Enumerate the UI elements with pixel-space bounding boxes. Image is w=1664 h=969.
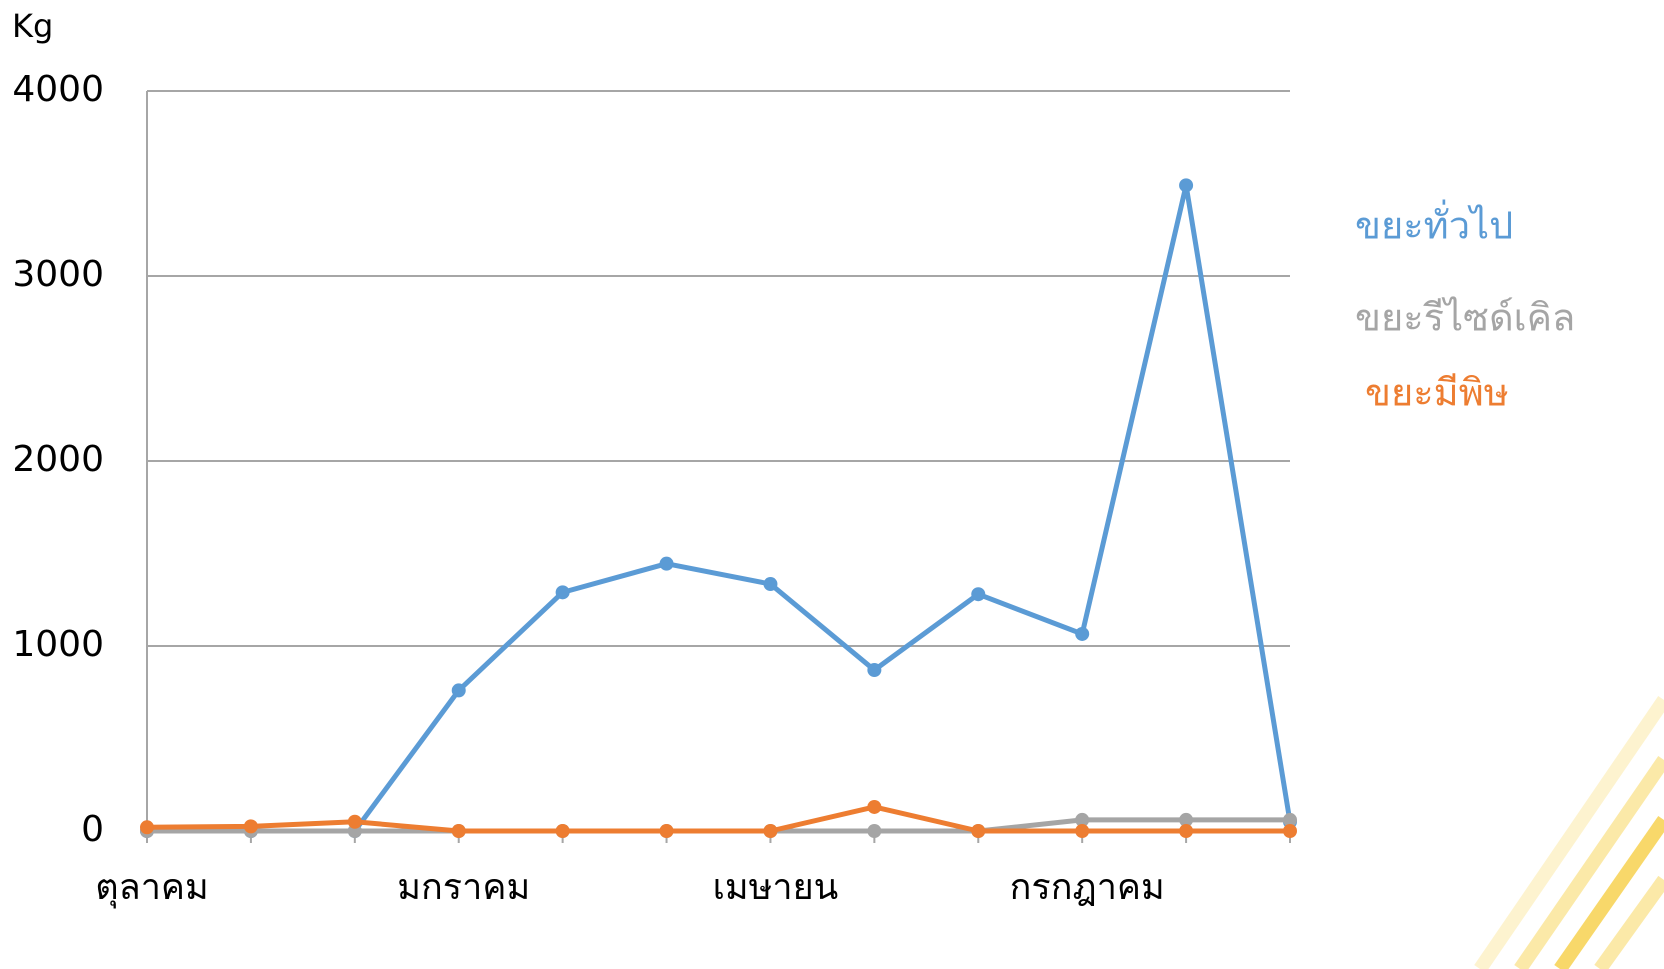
y-tick-label: 4000 [12,69,104,110]
data-point [555,585,570,600]
data-point [763,577,778,592]
data-point [1283,812,1297,827]
data-point [347,814,362,829]
data-point [451,683,466,698]
x-tick-label: เมษายน [713,867,839,908]
data-point [763,824,778,838]
series-line [147,182,1293,834]
x-tick-label: ตุลาคม [95,867,208,909]
data-point [1075,824,1090,838]
y-tick-label: 3000 [12,254,104,295]
data-point [659,556,674,571]
data-point [243,819,258,834]
data-point [1075,626,1090,641]
legend-entry: ขยะทั่วไป [1355,200,1513,248]
series-line [146,804,1290,834]
legend-entry: ขยะรีไซด์เคิล [1355,296,1575,340]
y-tick-label: 2000 [12,439,104,480]
y-tick-label: 0 [81,809,104,850]
data-point [555,824,570,838]
data-point [971,824,986,838]
decoration [1474,696,1664,969]
data-point [1075,812,1090,827]
data-point [1179,178,1194,193]
data-point [867,799,882,814]
legend-entry: ขยะมีพิษ [1365,371,1509,415]
data-point [659,824,674,838]
x-tick-label: กรกฎาคม [1010,867,1165,908]
y-tick-label: 1000 [12,624,104,665]
data-point [1179,812,1194,827]
data-point [867,824,882,838]
data-point [451,824,466,838]
data-point [867,663,882,678]
data-point [1179,824,1194,838]
y-axis-label: Kg [12,7,53,45]
data-point [140,820,154,835]
data-point [1283,824,1297,838]
x-tick-label: มกราคม [397,867,530,908]
data-point [971,587,986,602]
